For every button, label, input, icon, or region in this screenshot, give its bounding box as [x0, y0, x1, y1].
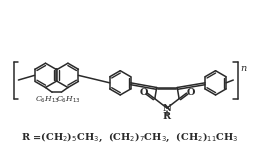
Text: O: O	[186, 88, 195, 97]
Text: R: R	[163, 112, 171, 121]
Text: n: n	[240, 64, 246, 73]
Text: C$_6$H$_{13}$: C$_6$H$_{13}$	[35, 95, 60, 105]
Text: O: O	[139, 88, 148, 97]
Text: R =(CH$_2$)$_5$CH$_3$,  (CH$_2$)$_7$CH$_3$,  (CH$_2$)$_{11}$CH$_3$: R =(CH$_2$)$_5$CH$_3$, (CH$_2$)$_7$CH$_3…	[21, 131, 239, 144]
Text: N: N	[162, 104, 171, 113]
Text: C$_6$H$_{13}$: C$_6$H$_{13}$	[56, 95, 80, 105]
